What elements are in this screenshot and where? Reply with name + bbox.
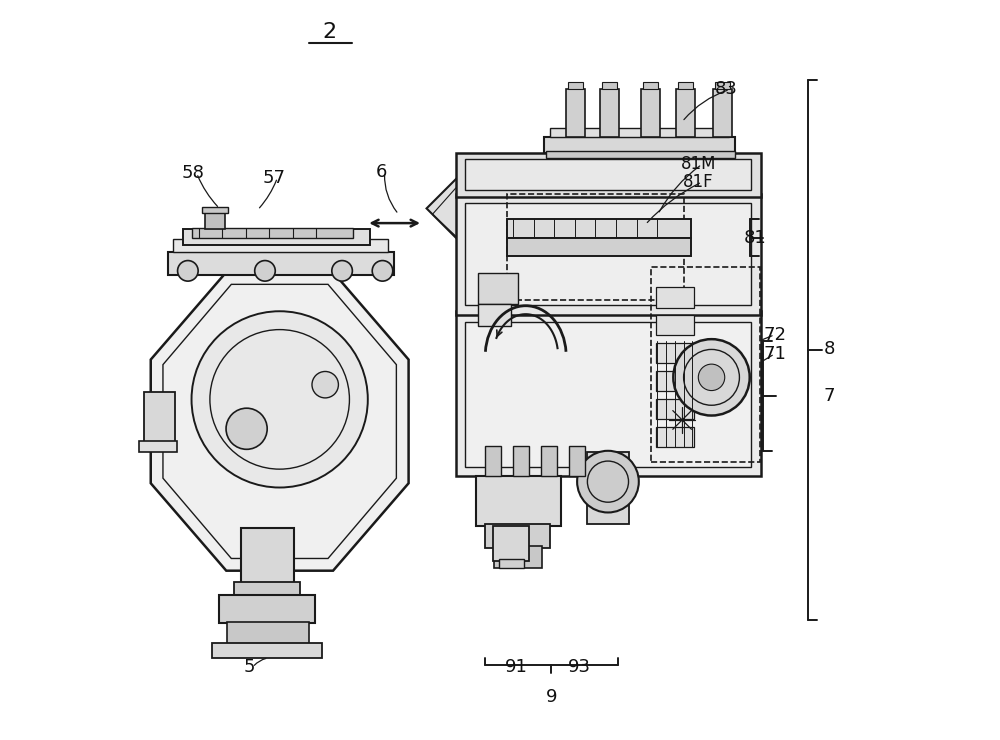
- Bar: [587, 452, 629, 524]
- Bar: [507, 220, 691, 238]
- Polygon shape: [151, 272, 409, 571]
- Text: 81F: 81F: [683, 173, 714, 191]
- Bar: [656, 371, 694, 391]
- Bar: [144, 392, 175, 443]
- Bar: [227, 622, 309, 645]
- Bar: [485, 445, 501, 477]
- Bar: [678, 82, 693, 90]
- Bar: [234, 582, 300, 598]
- Bar: [602, 82, 617, 90]
- Text: 8: 8: [823, 340, 835, 358]
- Bar: [546, 151, 735, 158]
- Text: 93: 93: [568, 659, 591, 676]
- Text: 2: 2: [323, 22, 337, 42]
- Bar: [241, 528, 294, 583]
- Polygon shape: [427, 175, 533, 282]
- Bar: [676, 90, 695, 137]
- Text: 83: 83: [715, 81, 738, 98]
- Text: 9: 9: [546, 687, 557, 706]
- Bar: [568, 82, 583, 90]
- Text: 81: 81: [744, 229, 767, 247]
- Circle shape: [577, 451, 639, 513]
- Bar: [715, 82, 730, 90]
- Circle shape: [255, 260, 275, 281]
- Bar: [219, 596, 315, 623]
- Bar: [713, 90, 732, 137]
- Bar: [476, 476, 561, 525]
- Bar: [569, 445, 585, 477]
- Circle shape: [192, 312, 368, 488]
- Text: 7: 7: [823, 387, 835, 405]
- Bar: [507, 238, 691, 256]
- Bar: [478, 304, 511, 326]
- Bar: [641, 90, 660, 137]
- Bar: [651, 267, 760, 462]
- Text: 72: 72: [764, 326, 787, 344]
- Bar: [656, 399, 694, 419]
- Bar: [456, 194, 761, 315]
- Bar: [456, 312, 761, 477]
- Bar: [566, 90, 585, 137]
- Circle shape: [673, 339, 750, 416]
- Circle shape: [372, 260, 393, 281]
- Bar: [478, 273, 518, 304]
- Bar: [643, 82, 658, 90]
- Bar: [656, 426, 694, 447]
- Bar: [139, 441, 177, 452]
- Bar: [544, 137, 735, 153]
- Text: 58: 58: [182, 164, 204, 182]
- Bar: [550, 128, 729, 137]
- Bar: [507, 194, 684, 300]
- Text: 81M: 81M: [681, 155, 716, 173]
- Bar: [493, 525, 529, 561]
- Bar: [656, 315, 694, 335]
- Bar: [205, 213, 225, 229]
- Text: 71: 71: [764, 345, 787, 363]
- Bar: [499, 559, 524, 568]
- Circle shape: [226, 408, 267, 449]
- Bar: [202, 207, 228, 213]
- Bar: [192, 227, 353, 238]
- Bar: [656, 343, 694, 363]
- Bar: [656, 287, 694, 308]
- Bar: [168, 252, 394, 275]
- Circle shape: [312, 371, 338, 398]
- Bar: [600, 90, 619, 137]
- Text: 91: 91: [505, 659, 528, 676]
- Circle shape: [178, 260, 198, 281]
- Bar: [212, 643, 322, 658]
- Text: 6: 6: [375, 163, 387, 181]
- Bar: [513, 445, 529, 477]
- Circle shape: [332, 260, 352, 281]
- Bar: [456, 153, 761, 198]
- Bar: [541, 445, 557, 477]
- Bar: [485, 524, 550, 548]
- Bar: [465, 321, 751, 467]
- Text: 57: 57: [262, 169, 285, 186]
- Text: 5: 5: [243, 659, 255, 676]
- Bar: [465, 203, 751, 306]
- Circle shape: [698, 364, 725, 391]
- Bar: [465, 159, 751, 190]
- Bar: [494, 546, 542, 568]
- Bar: [183, 229, 370, 245]
- Bar: [173, 239, 388, 252]
